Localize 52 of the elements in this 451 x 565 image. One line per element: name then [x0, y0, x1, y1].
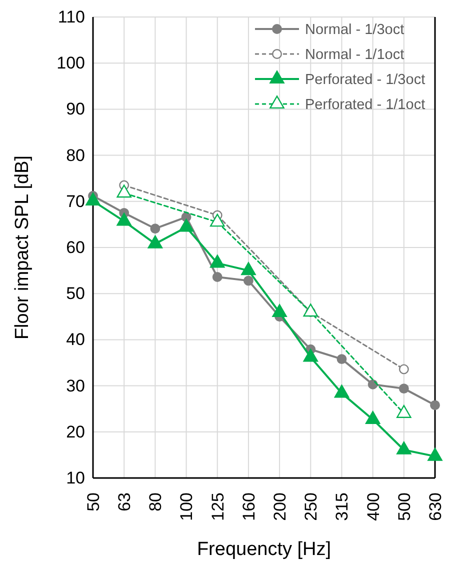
point — [396, 441, 412, 454]
point — [210, 254, 225, 268]
x-tick-label: 500 — [394, 492, 414, 521]
x-tick-label: 160 — [239, 492, 258, 521]
point — [303, 304, 318, 317]
y-tick-label: 80 — [66, 146, 85, 165]
point — [116, 212, 132, 226]
point — [303, 348, 318, 362]
x-tick-label: 80 — [146, 492, 166, 512]
y-tick-label: 90 — [66, 100, 85, 119]
legend-label: Perforated - 1/3oct — [305, 72, 426, 88]
point — [243, 276, 254, 286]
y-tick-label: 30 — [66, 376, 85, 396]
y-tick-label: 70 — [66, 192, 85, 211]
y-tick-label: 20 — [66, 422, 85, 442]
point — [116, 184, 132, 198]
point — [430, 400, 440, 410]
point — [148, 235, 163, 248]
point — [241, 262, 256, 276]
point — [86, 192, 100, 206]
x-tick-label: 63 — [115, 492, 134, 512]
x-axis-title: Frequencty [Hz] — [196, 539, 332, 560]
point — [398, 364, 409, 374]
x-tick-label: 250 — [302, 492, 321, 521]
point — [365, 411, 380, 424]
x-tick-label: 50 — [84, 492, 103, 512]
y-axis-title: Floor impact SPL [dB] — [12, 155, 33, 340]
y-tick-label: 110 — [58, 7, 85, 26]
x-tick-label: 315 — [332, 492, 352, 521]
point — [428, 448, 442, 461]
point — [212, 272, 222, 282]
y-tick-label: 10 — [66, 468, 85, 488]
x-tick-label: 200 — [270, 492, 290, 521]
y-tick-label: 40 — [66, 330, 85, 350]
x-tick-label: 100 — [177, 492, 196, 521]
point — [178, 218, 194, 232]
point — [334, 384, 350, 398]
point — [272, 304, 287, 318]
point — [396, 405, 412, 418]
point — [210, 214, 225, 227]
y-tick-label: 50 — [66, 284, 85, 304]
y-tick-label: 100 — [56, 54, 85, 73]
legend-label: Normal - 1/1oct — [305, 47, 404, 64]
point — [150, 224, 160, 234]
x-tick-label: 125 — [208, 492, 228, 521]
legend-label: Normal - 1/3oct — [305, 22, 404, 38]
y-tick-label: 60 — [66, 238, 85, 257]
point — [336, 354, 347, 364]
point — [398, 384, 409, 394]
x-tick-label: 400 — [364, 492, 383, 521]
x-tick-label: 630 — [426, 492, 445, 521]
legend-label: Perforated - 1/1oct — [305, 97, 426, 114]
